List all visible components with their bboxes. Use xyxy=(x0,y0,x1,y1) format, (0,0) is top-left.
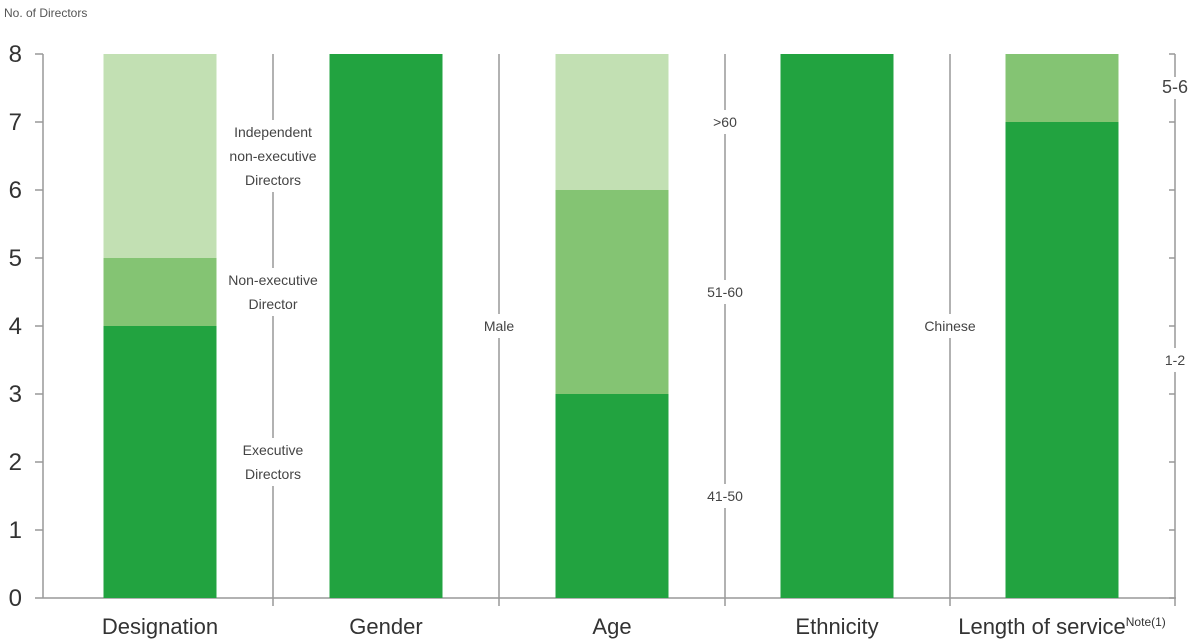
category-name: Designation xyxy=(102,614,218,639)
y-tick-label: 2 xyxy=(9,449,22,476)
segment-label: Independent xyxy=(234,124,312,140)
y-tick-label: 5 xyxy=(9,245,22,272)
bar-segment-length-of-service-1 xyxy=(1006,54,1119,122)
segment-label: Non-executive xyxy=(228,272,318,288)
category-name: Age xyxy=(592,614,631,639)
segment-label: Chinese xyxy=(924,318,976,334)
segment-label: non-executive xyxy=(229,148,316,164)
y-tick-label: 3 xyxy=(9,381,22,408)
y-tick-label: 7 xyxy=(9,109,22,136)
y-tick-label: 4 xyxy=(9,313,22,340)
bar-segment-length-of-service-0 xyxy=(1006,122,1119,598)
y-tick-label: 6 xyxy=(9,177,22,204)
category-name: Gender xyxy=(349,614,422,639)
category-label: Designation xyxy=(102,614,218,639)
category-superscript: Note(1) xyxy=(1126,615,1166,629)
segment-label: 5-6 xyxy=(1162,77,1188,97)
segment-label: 51-60 xyxy=(707,284,743,300)
bar-segment-age-2 xyxy=(556,54,669,190)
bar-segment-age-1 xyxy=(556,190,669,394)
y-tick-label: 1 xyxy=(9,517,22,544)
bar-segment-designation-2 xyxy=(104,54,217,258)
bar-segment-designation-1 xyxy=(104,258,217,326)
segment-label: >60 xyxy=(713,114,737,130)
segment-label: Male xyxy=(484,318,515,334)
category-label: Ethnicity xyxy=(795,614,878,639)
bar-segment-designation-0 xyxy=(104,326,217,598)
segment-label: Directors xyxy=(245,172,301,188)
segment-label: Director xyxy=(248,296,297,312)
segment-label: Executive xyxy=(243,442,304,458)
bar-segment-age-0 xyxy=(556,394,669,598)
segment-label: 41-50 xyxy=(707,488,743,504)
category-label: Age xyxy=(592,614,631,639)
category-label: Length of serviceNote(1) xyxy=(958,614,1166,639)
bar-segment-ethnicity-0 xyxy=(781,54,894,598)
category-label: Gender xyxy=(349,614,422,639)
y-tick-label: 8 xyxy=(9,41,22,68)
y-tick-label: 0 xyxy=(9,585,22,612)
segment-label: Directors xyxy=(245,466,301,482)
segment-label: 1-2 xyxy=(1165,352,1185,368)
bar-segment-gender-0 xyxy=(330,54,443,598)
y-axis-label: No. of Directors xyxy=(4,6,87,20)
category-name: Length of service xyxy=(958,614,1126,639)
category-name: Ethnicity xyxy=(795,614,878,639)
